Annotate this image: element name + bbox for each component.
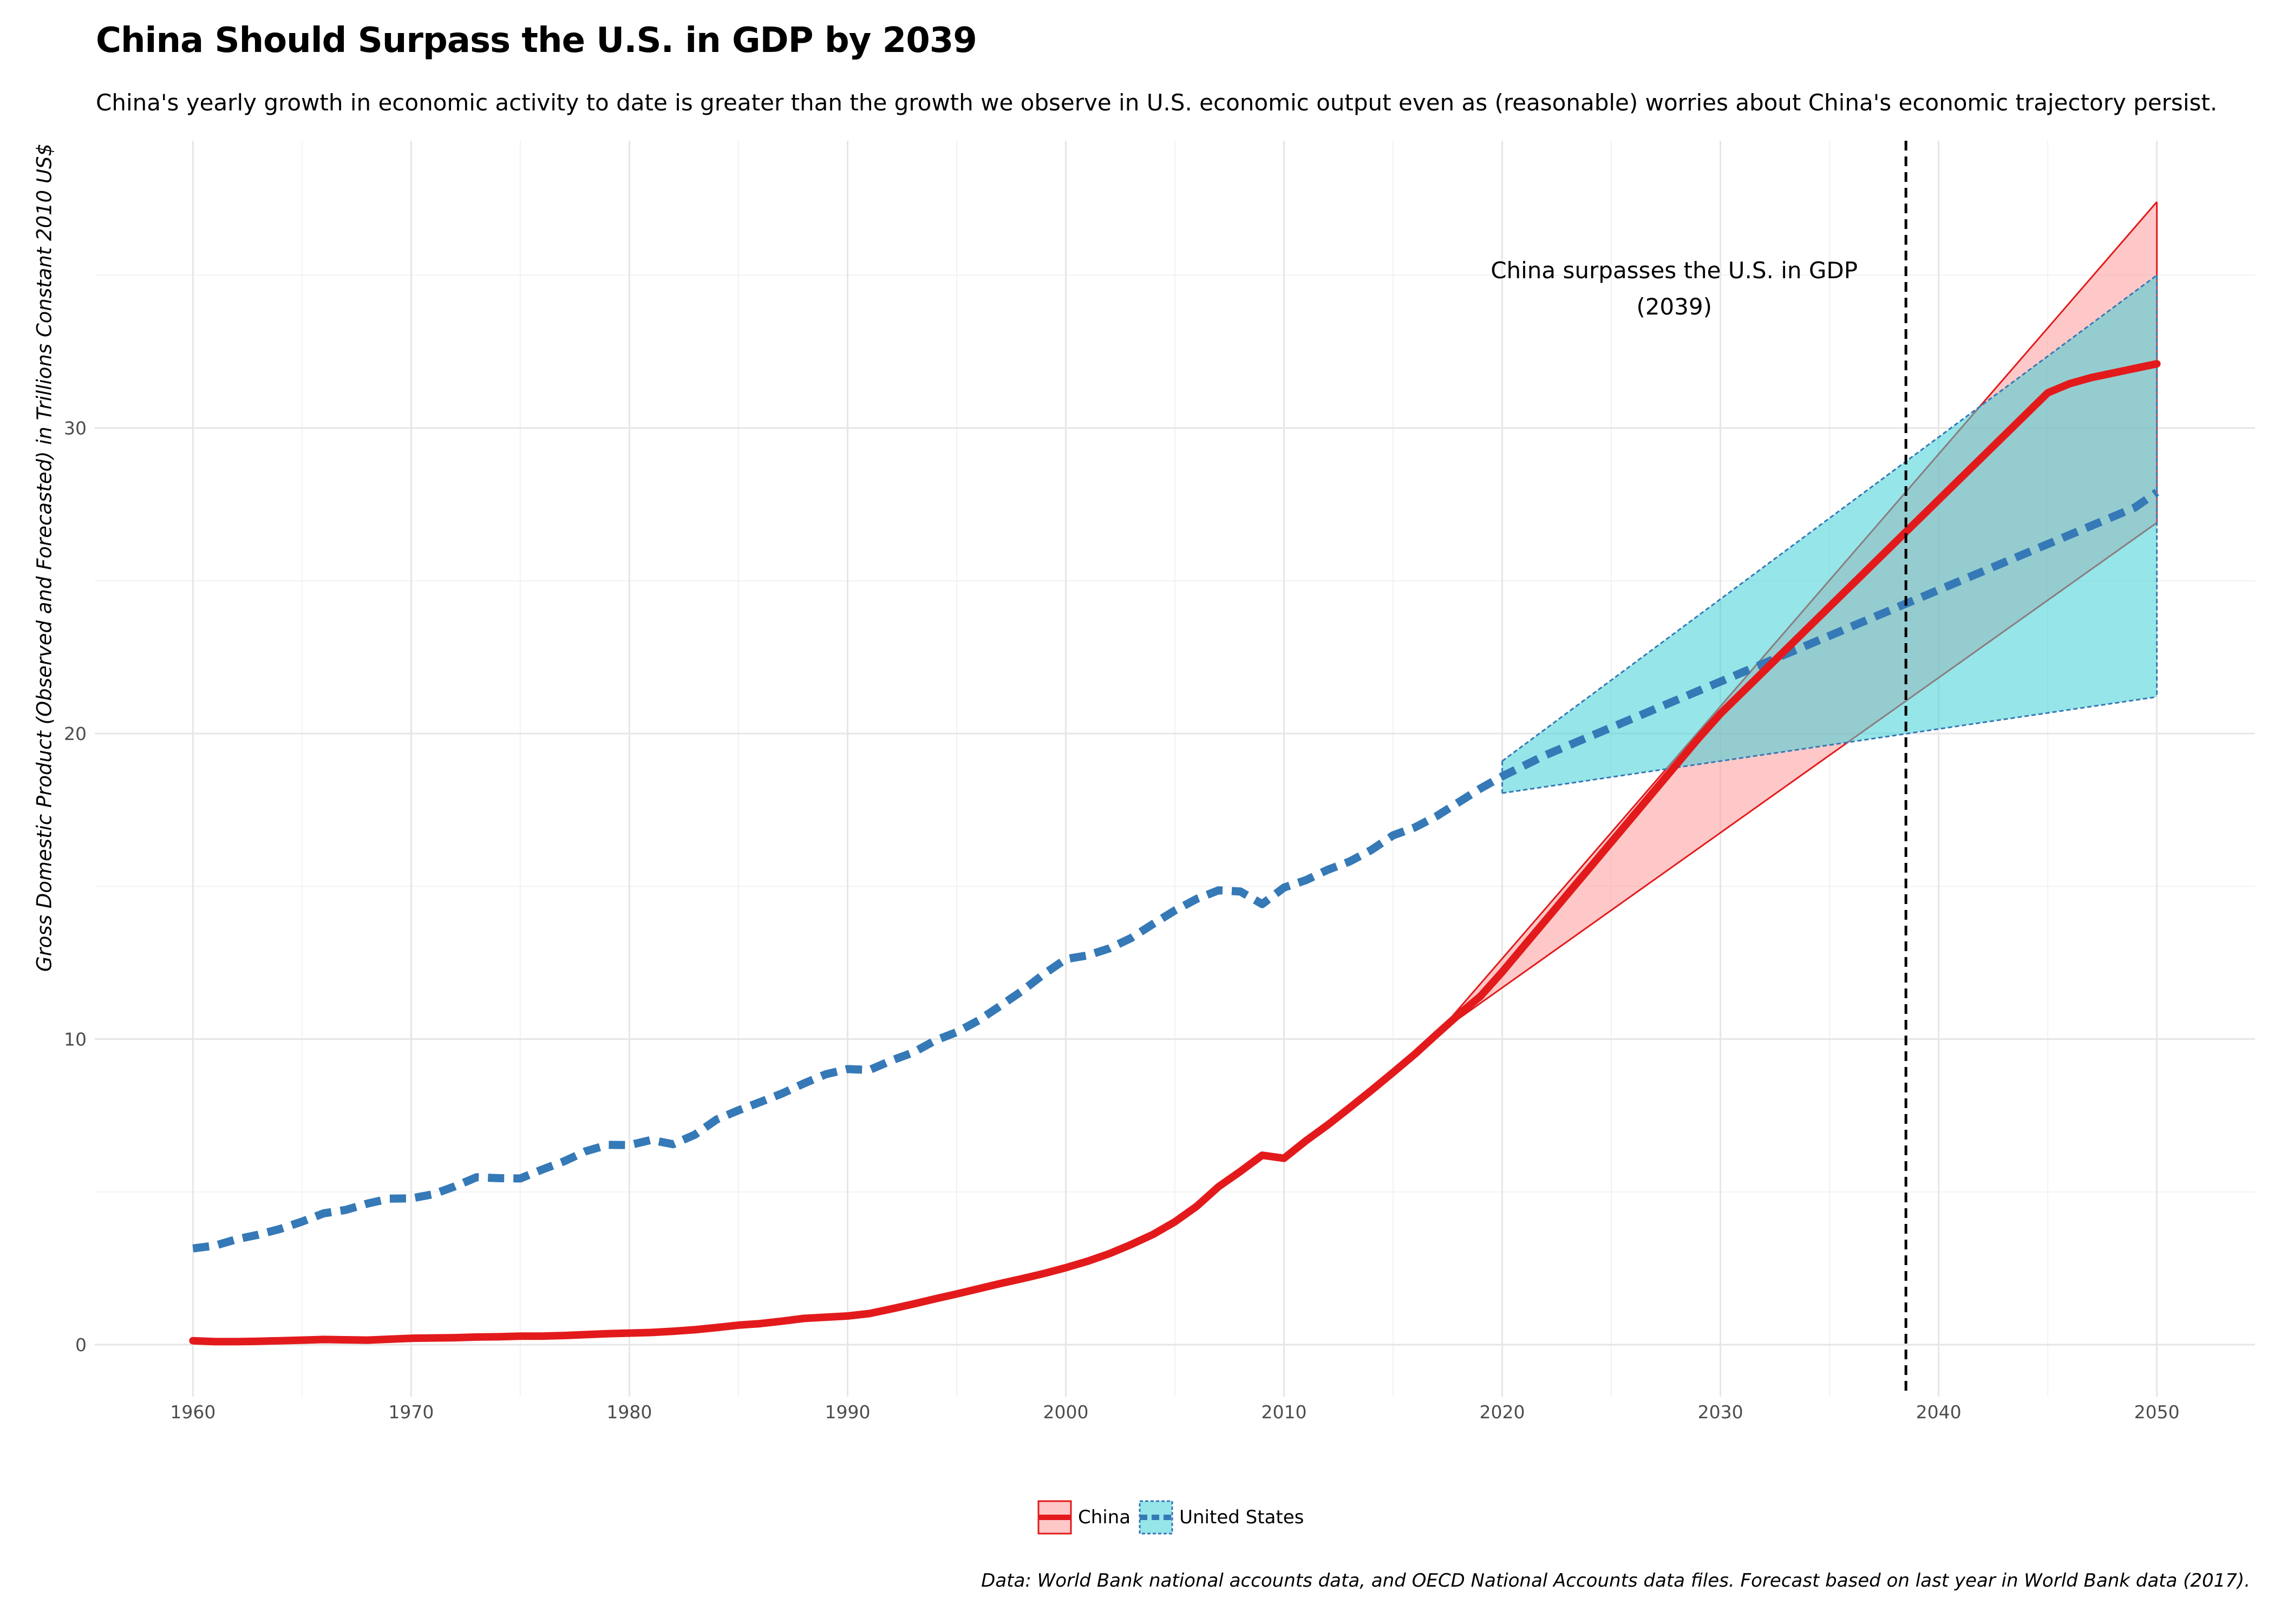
x-tick-label: 2020 (1480, 1402, 1525, 1423)
chart-title: China Should Surpass the U.S. in GDP by … (96, 21, 977, 61)
x-tick-label: 2050 (2134, 1402, 2180, 1423)
annotation: China surpasses the U.S. in GDP (2039) (1491, 257, 1858, 320)
series-lines (189, 360, 2161, 1346)
x-tick-label: 1980 (606, 1402, 652, 1423)
x-tick-label: 2040 (1916, 1402, 1962, 1423)
major-gridlines (95, 141, 2255, 1397)
united-states-band-lower (1502, 696, 2157, 794)
caption: Data: World Bank national accounts data,… (981, 1570, 2250, 1592)
x-tick-label: 1960 (170, 1402, 215, 1423)
x-tick-label: 2010 (1262, 1402, 1307, 1423)
united-states-line (192, 488, 2159, 1253)
y-tick-label: 0 (75, 1334, 87, 1355)
minor-gridlines (95, 141, 2255, 1397)
plot-area: 1960 1970 1980 1990 2000 2010 2020 2030 2040 2050… (64, 141, 2255, 1423)
united-states-band-upper (1501, 274, 2158, 762)
x-tick-label: 1970 (388, 1402, 434, 1423)
legend-label-china: China (1078, 1507, 1131, 1528)
united-states-band (1502, 275, 2157, 794)
x-tick-label: 1990 (825, 1402, 870, 1423)
legend-key-china (1037, 1500, 1072, 1535)
legend-key-united-states (1139, 1500, 1173, 1535)
x-tick-label: 2000 (1043, 1402, 1088, 1423)
annotation-line-1: China surpasses the U.S. in GDP (1491, 257, 1858, 284)
legend: China United States (1037, 1499, 1311, 1535)
china-line (189, 360, 2161, 1346)
chart-subtitle: China's yearly growth in economic activi… (96, 89, 2218, 116)
x-tick-label: 2030 (1698, 1402, 1743, 1423)
y-tick-label: 30 (64, 418, 87, 439)
annotation-line-2: (2039) (1636, 293, 1712, 320)
legend-label-united-states: United States (1179, 1507, 1304, 1528)
axis-ticks: 1960 1970 1980 1990 2000 2010 2020 2030 2040 2050… (64, 418, 2180, 1423)
y-tick-label: 20 (64, 723, 87, 744)
y-tick-label: 10 (64, 1029, 87, 1050)
forecast-bands (1436, 201, 2158, 1035)
legend-item-china: China (1037, 1499, 1131, 1535)
legend-item-united-states: United States (1138, 1499, 1304, 1535)
